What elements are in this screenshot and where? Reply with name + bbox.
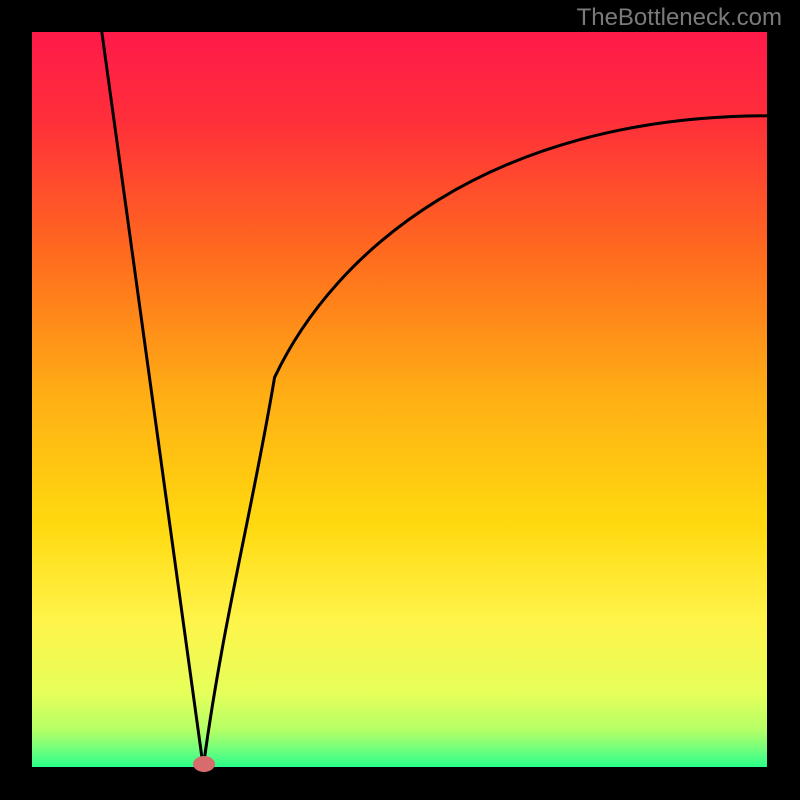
plot-area — [32, 32, 767, 767]
curve-path — [102, 32, 767, 767]
optimum-marker — [193, 756, 215, 772]
watermark-text: TheBottleneck.com — [577, 4, 782, 32]
bottleneck-curve — [32, 32, 767, 767]
chart-container: TheBottleneck.com — [0, 0, 800, 800]
